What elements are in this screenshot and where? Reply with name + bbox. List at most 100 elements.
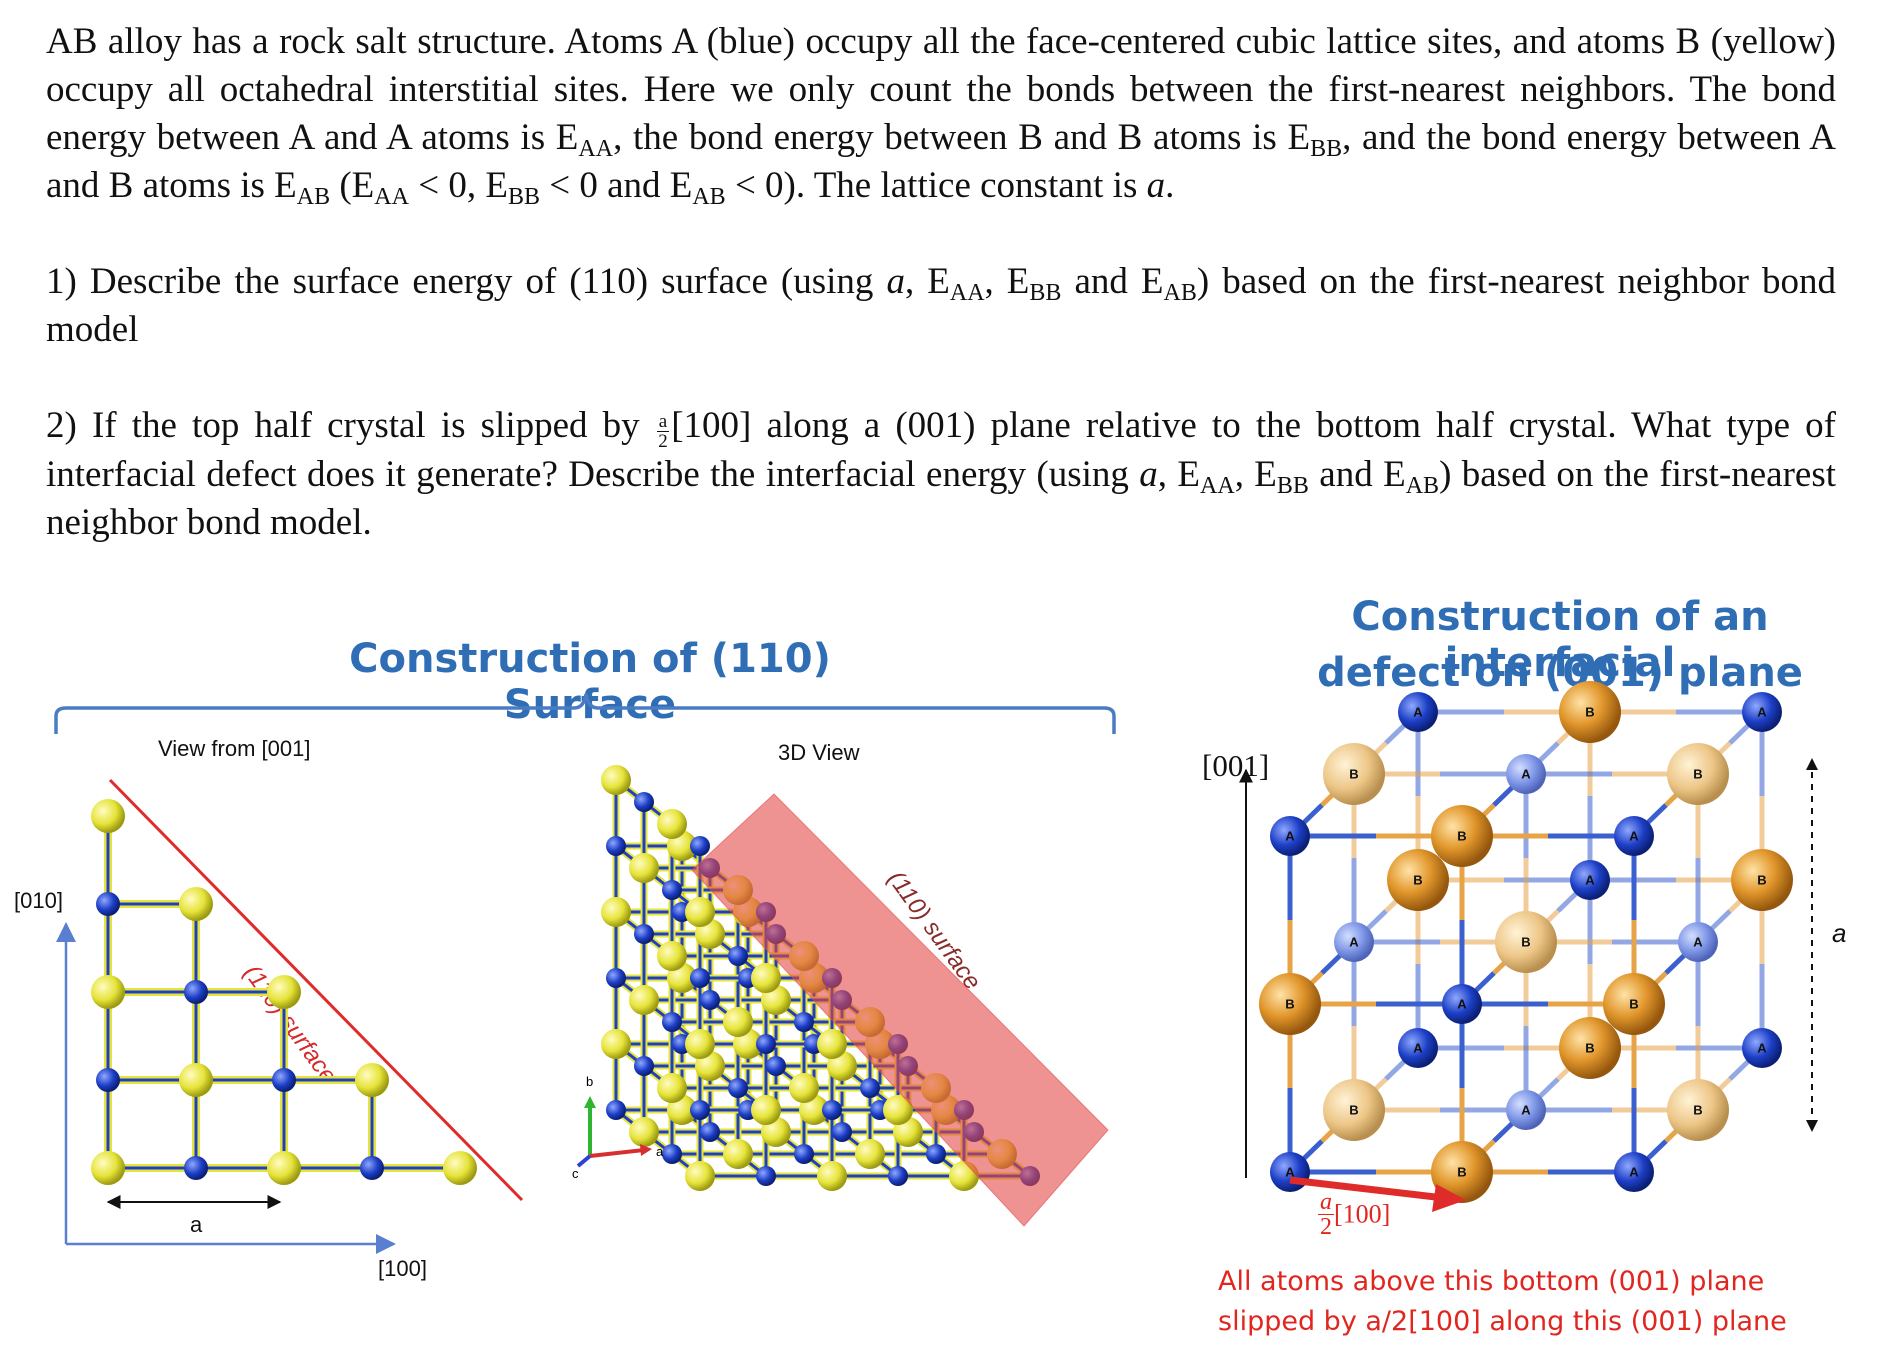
atom-b [1559,1017,1621,1079]
atom-a [606,968,626,988]
atom-b [1603,973,1665,1035]
atom-a [1398,1028,1438,1068]
atom-a-label: A [1629,1165,1639,1180]
atom-b [657,941,687,971]
rocksalt-cell: A B A B A B A B A B A B A B A B A B A B A B A B A B A [1239,681,1818,1212]
slip-note-line2: slipped by a/2[100] along this (001) pla… [1218,1306,1787,1337]
atom-a [728,1078,748,1098]
atom-a-label: A [1757,705,1767,720]
atom-b-label: B [1457,829,1466,844]
triad-a-label: a [656,1144,664,1159]
question-part2: 2) If the top half crystal is slipped by… [46,405,1837,543]
atom-b [1323,743,1385,805]
atom-a-label: A [1693,935,1703,950]
atom-a [1506,754,1546,794]
atom-b-label: B [1693,1103,1702,1118]
atom-a [634,792,654,812]
lattice-a-label-right: a [1832,918,1847,948]
atom-a-label: A [1757,1041,1767,1056]
atom-a [794,1144,814,1164]
atom-a [1506,1090,1546,1130]
atom-b-label: B [1585,1041,1594,1056]
atom-b [657,1073,687,1103]
atom-b [685,1029,715,1059]
view-from-001-label: View from [001] [158,736,311,761]
atom-b [91,799,125,833]
atom-a [662,1144,682,1164]
atom-b [267,975,301,1009]
atom-b-label: B [1521,935,1530,950]
atom-a [700,1122,720,1142]
atom-a [690,836,710,856]
atom-b [1667,743,1729,805]
atom-b [817,1029,847,1059]
atom-b [685,897,715,927]
atom-a [794,1012,814,1032]
atom-b-label: B [1349,767,1358,782]
atom-b [1431,805,1493,867]
atom-a [1742,692,1782,732]
atom-b [91,1151,125,1185]
lattice-3d [601,765,1109,1227]
atom-b-label: B [1757,873,1766,888]
atom-a [606,1100,626,1120]
atom-b [855,1139,885,1169]
atom-b-label: B [1285,997,1294,1012]
atom-a-label: A [1585,873,1595,888]
atom-a [822,1100,842,1120]
atom-a-label: A [1521,767,1531,782]
atom-a [1742,1028,1782,1068]
atom-a [1442,984,1482,1024]
question-part1: 1) Describe the surface energy of (110) … [46,261,1837,350]
atom-b [601,765,631,795]
atom-b [817,1161,847,1191]
axis-triad: b a c [572,1074,664,1181]
slip-note: All atoms above this bottom (001) plane … [1218,1262,1787,1342]
atom-a [1614,1152,1654,1192]
atom-a [634,924,654,944]
atom-a-label: A [1285,829,1295,844]
atom-a [766,1056,786,1076]
atom-a [1398,692,1438,732]
triad-a-axis [589,1148,645,1158]
atom-b [179,887,213,921]
atom-b-label: B [1413,873,1422,888]
slip-note-line1: All atoms above this bottom (001) plane [1218,1266,1765,1297]
atom-a [272,1068,296,1092]
atom-a [832,1122,852,1142]
atom-a-label: A [1457,997,1467,1012]
atom-a [728,946,748,966]
atom-a [184,1156,208,1180]
triad-c-label: c [572,1166,579,1181]
atom-a-label: A [1413,1041,1423,1056]
atom-a-label: A [1349,935,1359,950]
atom-a [700,990,720,1010]
right-figure-title-line2: defect on (001) plane [1317,650,1803,696]
atom-a-label: A [1413,705,1423,720]
atom-a [184,980,208,1004]
atom-b [91,975,125,1009]
atom-b-label: B [1349,1103,1358,1118]
atom-a [1570,860,1610,900]
surface-110-line [108,778,524,1202]
right-figure-title-line1: Construction of an interfacial [1351,594,1769,686]
atom-b [1431,1141,1493,1203]
atom-b [355,1063,389,1097]
atom-a [606,836,626,856]
atom-b-label: B [1693,767,1702,782]
atom-a [1614,816,1654,856]
axis-010-label: [010] [14,888,63,913]
lattice-2d [56,778,524,1254]
left-figure-title: Construction of (110) Surface [349,636,831,728]
axis-001-label: [001] [1202,748,1270,783]
atom-b [1559,681,1621,743]
atom-a [860,1078,880,1098]
atom-b [723,1007,753,1037]
atom-a [888,1166,908,1186]
atom-b [601,897,631,927]
atom-a [96,892,120,916]
atom-b [1495,911,1557,973]
atom-b [1731,849,1793,911]
atom-b [629,1117,659,1147]
